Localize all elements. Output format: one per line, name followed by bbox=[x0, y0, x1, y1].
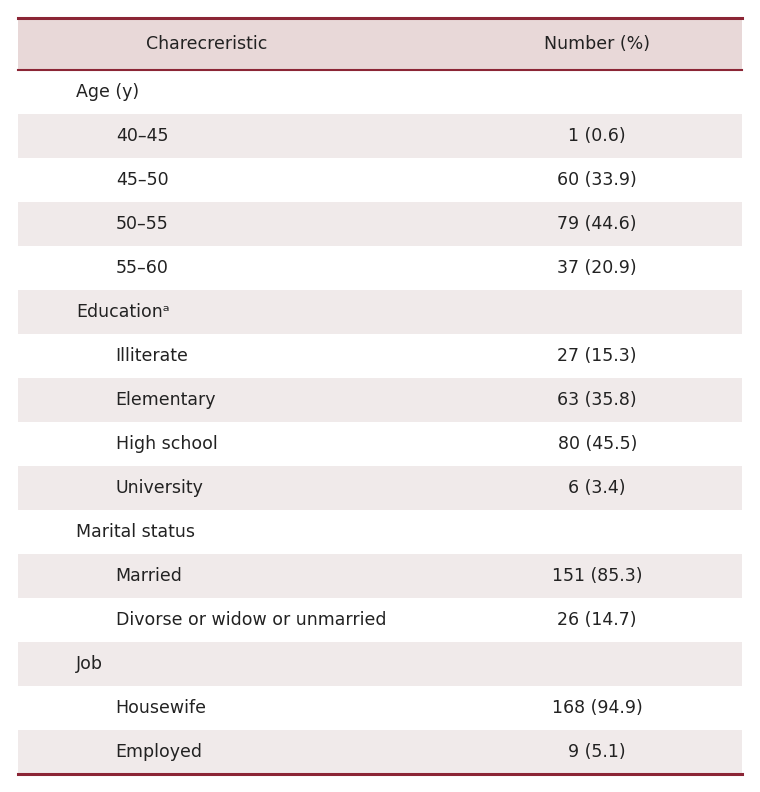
Text: Educationᵃ: Educationᵃ bbox=[76, 303, 169, 321]
Bar bbox=[18, 18, 742, 70]
Text: 27 (15.3): 27 (15.3) bbox=[557, 347, 637, 365]
Bar bbox=[18, 378, 742, 422]
Text: Illiterate: Illiterate bbox=[116, 347, 188, 365]
Text: 50–55: 50–55 bbox=[116, 215, 169, 233]
Bar bbox=[18, 598, 742, 642]
Text: 55–60: 55–60 bbox=[116, 259, 169, 277]
Bar bbox=[18, 70, 742, 114]
Text: 6 (3.4): 6 (3.4) bbox=[568, 479, 626, 497]
Bar bbox=[18, 642, 742, 686]
Text: Elementary: Elementary bbox=[116, 391, 217, 409]
Text: University: University bbox=[116, 479, 204, 497]
Bar bbox=[18, 510, 742, 554]
Text: 63 (35.8): 63 (35.8) bbox=[557, 391, 637, 409]
Text: 26 (14.7): 26 (14.7) bbox=[557, 611, 637, 629]
Text: 9 (5.1): 9 (5.1) bbox=[568, 743, 626, 761]
Bar bbox=[18, 158, 742, 202]
Bar bbox=[18, 466, 742, 510]
Text: 60 (33.9): 60 (33.9) bbox=[557, 171, 637, 189]
Text: 80 (45.5): 80 (45.5) bbox=[558, 435, 637, 453]
Bar bbox=[18, 114, 742, 158]
Text: Employed: Employed bbox=[116, 743, 203, 761]
Bar bbox=[18, 686, 742, 730]
Bar bbox=[18, 334, 742, 378]
Bar bbox=[18, 554, 742, 598]
Bar bbox=[18, 730, 742, 774]
Text: 37 (20.9): 37 (20.9) bbox=[557, 259, 637, 277]
Bar bbox=[18, 290, 742, 334]
Text: High school: High school bbox=[116, 435, 217, 453]
Text: 79 (44.6): 79 (44.6) bbox=[557, 215, 637, 233]
Text: 1 (0.6): 1 (0.6) bbox=[568, 127, 626, 145]
Text: Charecreristic: Charecreristic bbox=[146, 35, 267, 53]
Text: 40–45: 40–45 bbox=[116, 127, 168, 145]
Text: 168 (94.9): 168 (94.9) bbox=[552, 699, 642, 717]
Text: Housewife: Housewife bbox=[116, 699, 207, 717]
Text: Age (y): Age (y) bbox=[76, 83, 139, 101]
Bar bbox=[18, 246, 742, 290]
Text: Divorse or widow or unmarried: Divorse or widow or unmarried bbox=[116, 611, 386, 629]
Text: 151 (85.3): 151 (85.3) bbox=[552, 567, 642, 585]
Text: Marital status: Marital status bbox=[76, 523, 195, 541]
Text: 45–50: 45–50 bbox=[116, 171, 169, 189]
Bar bbox=[18, 202, 742, 246]
Bar bbox=[18, 422, 742, 466]
Text: Number (%): Number (%) bbox=[544, 35, 651, 53]
Text: Married: Married bbox=[116, 567, 182, 585]
Text: Job: Job bbox=[76, 655, 103, 673]
